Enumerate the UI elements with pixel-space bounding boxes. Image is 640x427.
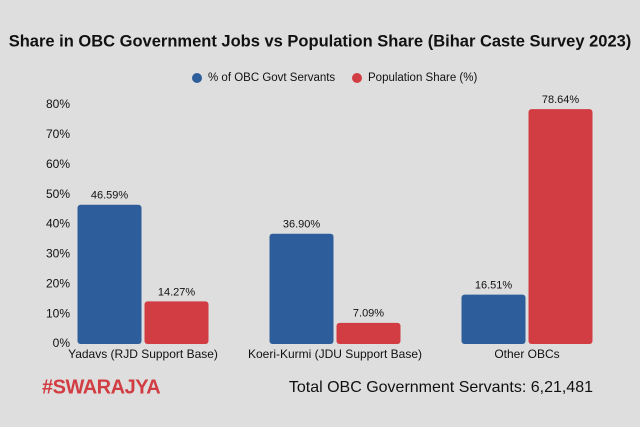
bar: [461, 294, 526, 344]
bar: [144, 301, 209, 344]
bar: [528, 109, 593, 344]
y-tick-label: 10%: [46, 306, 70, 320]
value-label: 36.90%: [283, 219, 321, 231]
x-tick-label: Koeri-Kurmi (JDU Support Base): [248, 347, 422, 361]
y-tick-label: 40%: [46, 217, 70, 231]
y-tick-label: 70%: [46, 127, 70, 141]
y-tick-label: 20%: [46, 276, 70, 290]
y-tick-label: 50%: [46, 187, 70, 201]
y-tick-label: 30%: [46, 247, 70, 261]
bar: [77, 204, 142, 344]
bar: [336, 322, 401, 344]
value-label: 7.09%: [353, 308, 384, 320]
x-tick-label: Yadavs (RJD Support Base): [68, 347, 218, 361]
legend-label: % of OBC Govt Servants: [208, 72, 335, 84]
value-label: 14.27%: [158, 286, 196, 298]
y-tick-label: 80%: [46, 97, 70, 111]
legend-swatch: [192, 73, 202, 83]
y-tick-label: 60%: [46, 157, 70, 171]
chart-title: Share in OBC Government Jobs vs Populati…: [9, 32, 632, 50]
value-label: 16.51%: [475, 280, 513, 292]
legend-label: Population Share (%): [368, 72, 477, 84]
legend-swatch: [352, 73, 362, 83]
annotation: Total OBC Government Servants: 6,21,481: [289, 379, 593, 396]
bar: [269, 233, 334, 344]
y-tick-label: 0%: [53, 336, 71, 350]
value-label: 46.59%: [91, 190, 129, 202]
value-label: 78.64%: [542, 94, 580, 106]
x-tick-label: Other OBCs: [494, 347, 559, 361]
logo: #SWARAJYA: [42, 376, 160, 398]
